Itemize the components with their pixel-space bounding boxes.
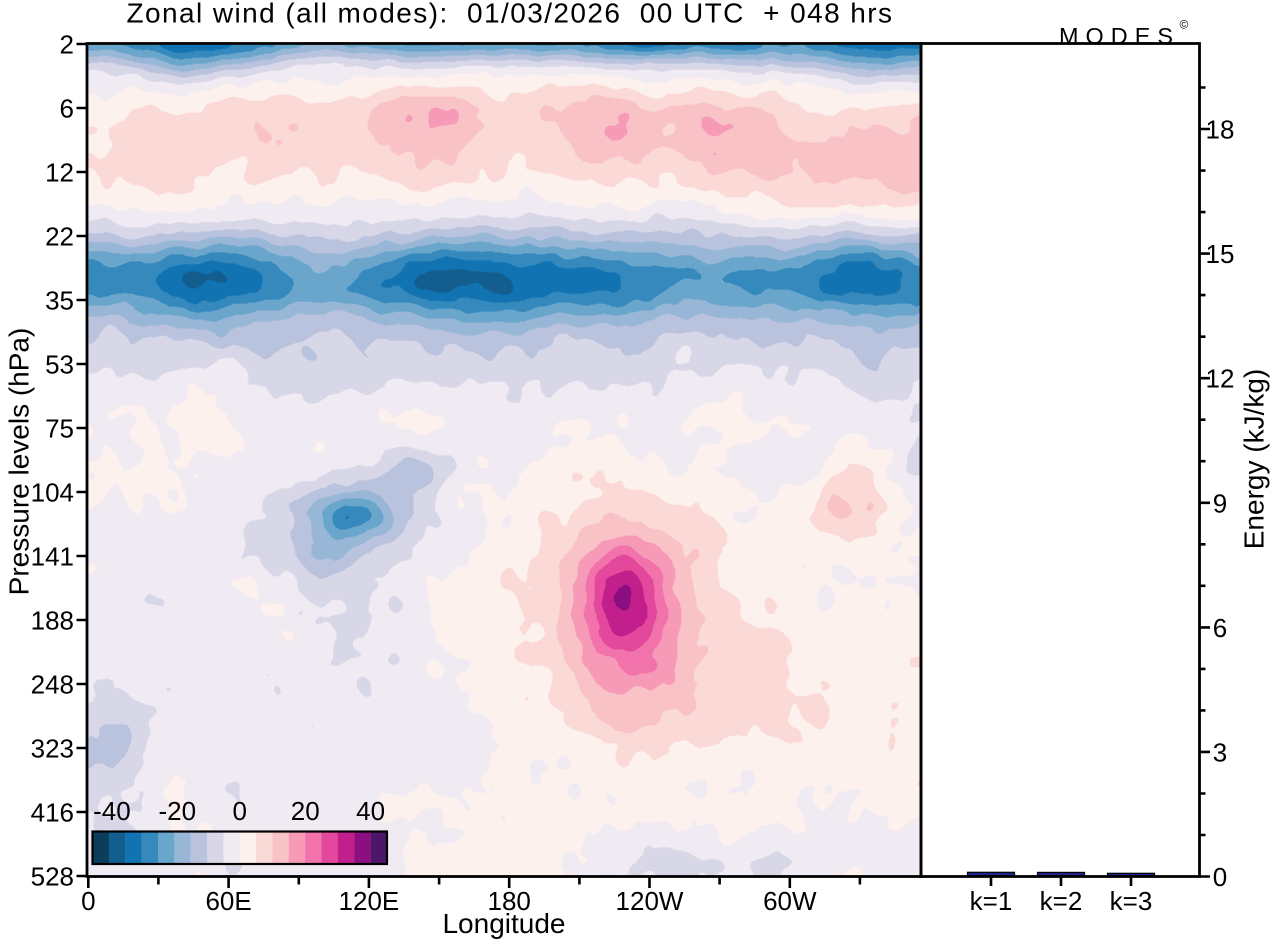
svg-text:2: 2 — [60, 30, 74, 60]
svg-text:0: 0 — [81, 886, 95, 916]
svg-text:120W: 120W — [616, 886, 684, 916]
svg-text:104: 104 — [31, 478, 74, 508]
svg-text:-20: -20 — [159, 796, 197, 826]
svg-text:60W: 60W — [763, 886, 817, 916]
svg-text:18: 18 — [1206, 115, 1235, 145]
svg-text:k=2: k=2 — [1040, 886, 1083, 916]
svg-text:Pressure levels (hPa): Pressure levels (hPa) — [4, 328, 35, 596]
svg-text:20: 20 — [291, 796, 320, 826]
svg-text:6: 6 — [1213, 613, 1227, 643]
svg-text:-40: -40 — [93, 796, 131, 826]
svg-text:53: 53 — [45, 350, 74, 380]
svg-text:9: 9 — [1213, 488, 1227, 518]
svg-text:22: 22 — [45, 222, 74, 252]
svg-text:416: 416 — [31, 798, 74, 828]
svg-text:3: 3 — [1213, 737, 1227, 767]
svg-text:MODES: MODES — [1059, 23, 1180, 49]
svg-text:188: 188 — [31, 606, 74, 636]
svg-text:528: 528 — [31, 862, 74, 892]
svg-text:0: 0 — [232, 796, 246, 826]
svg-text:120E: 120E — [339, 886, 400, 916]
svg-text:180: 180 — [488, 886, 531, 916]
svg-text:35: 35 — [45, 286, 74, 316]
svg-text:12: 12 — [45, 158, 74, 188]
svg-text:k=1: k=1 — [970, 886, 1013, 916]
svg-text:Energy (kJ/kg): Energy (kJ/kg) — [1239, 369, 1270, 550]
svg-text:248: 248 — [31, 670, 74, 700]
svg-text:15: 15 — [1206, 239, 1235, 269]
svg-text:6: 6 — [60, 94, 74, 124]
svg-text:141: 141 — [31, 542, 74, 572]
svg-text:12: 12 — [1206, 364, 1235, 394]
svg-text:k=3: k=3 — [1110, 886, 1153, 916]
svg-text:60E: 60E — [205, 886, 251, 916]
svg-text:©: © — [1180, 18, 1189, 32]
svg-text:Zonal wind (all modes): 01/03: Zonal wind (all modes): 01/03/2026 00 UT… — [127, 0, 894, 29]
svg-text:Longitude: Longitude — [442, 908, 565, 939]
svg-text:323: 323 — [31, 734, 74, 764]
svg-text:75: 75 — [45, 414, 74, 444]
svg-text:40: 40 — [356, 796, 385, 826]
svg-text:0: 0 — [1213, 862, 1227, 892]
